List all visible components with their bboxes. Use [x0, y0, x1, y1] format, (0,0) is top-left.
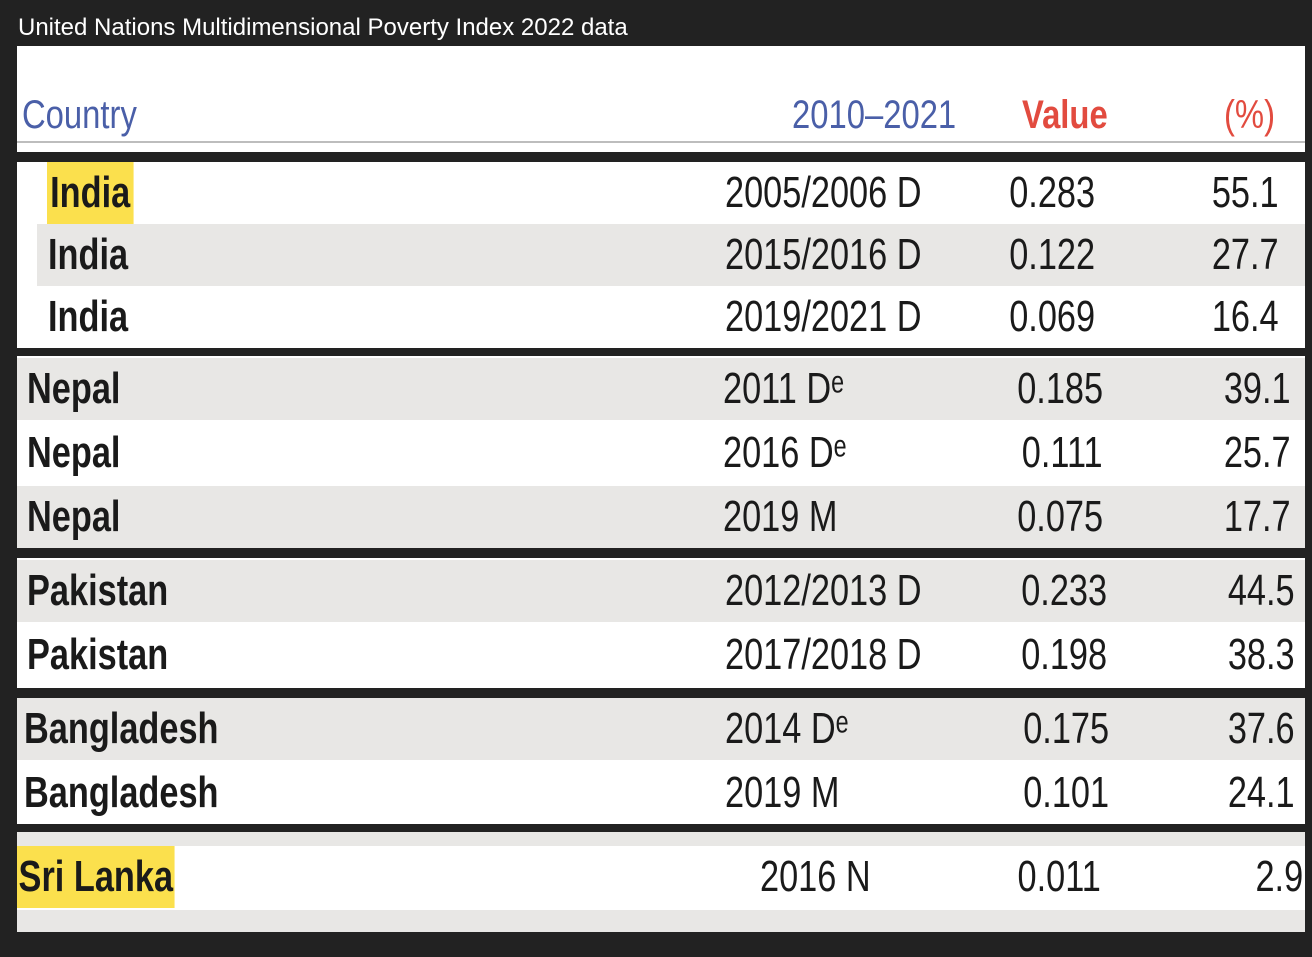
- header-value: Value: [1022, 93, 1108, 137]
- percent-cell: 25.7: [1224, 428, 1291, 477]
- table-row: India 2005/2006 D 0.283 55.1: [17, 162, 1305, 224]
- table-row: Pakistan 2012/2013 D 0.233 44.5: [17, 560, 1305, 622]
- header-country: Country: [22, 93, 137, 137]
- country-cell: Pakistan: [27, 630, 169, 679]
- percent-cell: 2.9: [1255, 852, 1303, 901]
- header-percent: (%): [1224, 93, 1276, 137]
- value-cell: 0.175: [1023, 704, 1109, 753]
- value-cell: 0.101: [1023, 768, 1109, 817]
- period-cell: 2011 Dᵉ: [723, 364, 844, 413]
- period-cell: 2012/2013 D: [725, 566, 922, 615]
- period-cell: 2019 M: [725, 768, 840, 817]
- table-row: India 2015/2016 D 0.122 27.7: [37, 224, 1305, 286]
- period-cell: 2019 M: [723, 492, 838, 541]
- value-cell: 0.233: [1021, 566, 1107, 615]
- percent-cell: 17.7: [1224, 492, 1291, 541]
- table-row: [17, 832, 1305, 846]
- period-cell: 2016 Dᵉ: [723, 428, 847, 477]
- value-cell: 0.011: [1017, 852, 1101, 901]
- percent-cell: 27.7: [1212, 230, 1279, 279]
- country-group-nepal: Nepal 2011 Dᵉ 0.185 39.1 Nepal 2016 Dᵉ 0…: [17, 356, 1305, 548]
- table-row-cut-off: [17, 910, 1305, 932]
- header-divider: [17, 141, 1305, 143]
- value-cell: 0.185: [1017, 364, 1103, 413]
- value-cell: 0.122: [1009, 230, 1095, 279]
- table-row: Nepal 2011 Dᵉ 0.185 39.1: [17, 358, 1305, 420]
- country-group-pakistan: Pakistan 2012/2013 D 0.233 44.5 Pakistan…: [17, 558, 1305, 688]
- country-cell: India: [48, 292, 129, 341]
- table-row: India 2019/2021 D 0.069 16.4: [17, 286, 1305, 348]
- value-cell: 0.111: [1022, 428, 1103, 477]
- value-cell: 0.283: [1009, 168, 1095, 217]
- value-cell: 0.198: [1021, 630, 1107, 679]
- percent-cell: 39.1: [1224, 364, 1291, 413]
- period-cell: 2019/2021 D: [725, 292, 922, 341]
- country-cell: Nepal: [27, 428, 121, 477]
- period-cell: 2005/2006 D: [725, 168, 922, 217]
- period-cell: 2017/2018 D: [725, 630, 922, 679]
- value-cell: 0.069: [1009, 292, 1095, 341]
- country-cell: Bangladesh: [24, 704, 219, 753]
- percent-cell: 37.6: [1228, 704, 1295, 753]
- country-cell: Nepal: [27, 364, 121, 413]
- country-cell: Sri Lanka: [17, 846, 175, 908]
- value-cell: 0.075: [1017, 492, 1103, 541]
- country-group-india: India 2005/2006 D 0.283 55.1 India 2015/…: [17, 162, 1305, 348]
- percent-cell: 16.4: [1212, 292, 1279, 341]
- percent-cell: 44.5: [1228, 566, 1295, 615]
- mpi-table: Country 2010–2021 Value (%) India 2005/2…: [17, 46, 1305, 932]
- period-cell: 2016 N: [760, 852, 871, 901]
- percent-cell: 24.1: [1228, 768, 1295, 817]
- country-group-bangladesh: Bangladesh 2014 Dᵉ 0.175 37.6 Bangladesh…: [17, 698, 1305, 824]
- table-row: Bangladesh 2019 M 0.101 24.1: [17, 762, 1305, 824]
- percent-cell: 55.1: [1212, 168, 1279, 217]
- table-row: Pakistan 2017/2018 D 0.198 38.3: [17, 624, 1305, 686]
- country-cell: India: [47, 162, 134, 224]
- percent-cell: 38.3: [1228, 630, 1295, 679]
- table-row: Nepal 2019 M 0.075 17.7: [17, 486, 1305, 548]
- table-row: Nepal 2016 Dᵉ 0.111 25.7: [17, 422, 1305, 484]
- table-header: Country 2010–2021 Value (%): [17, 46, 1305, 152]
- country-group-sri-lanka: Sri Lanka 2016 N 0.011 2.9: [17, 832, 1305, 932]
- country-cell: Pakistan: [27, 566, 169, 615]
- country-cell: India: [48, 230, 129, 279]
- country-cell: Nepal: [27, 492, 121, 541]
- country-cell: Bangladesh: [24, 768, 219, 817]
- image-caption: United Nations Multidimensional Poverty …: [18, 14, 628, 41]
- header-period: 2010–2021: [792, 93, 957, 137]
- table-row: Bangladesh 2014 Dᵉ 0.175 37.6: [17, 698, 1305, 760]
- period-cell: 2015/2016 D: [725, 230, 922, 279]
- table-row: Sri Lanka 2016 N 0.011 2.9: [17, 846, 1305, 908]
- period-cell: 2014 Dᵉ: [725, 704, 849, 753]
